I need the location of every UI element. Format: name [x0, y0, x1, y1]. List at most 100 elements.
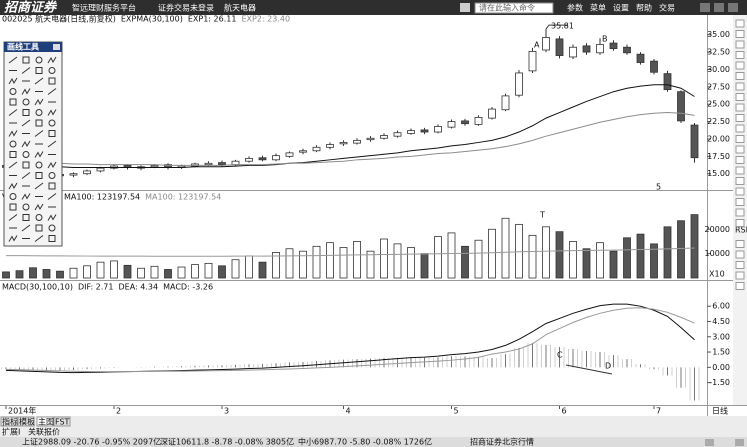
tool-icon[interactable]: [35, 172, 43, 179]
tool-icon[interactable]: [34, 203, 44, 211]
tool-icon[interactable]: [21, 172, 31, 179]
scroll-right[interactable]: [735, 439, 744, 446]
tool-icon[interactable]: [35, 67, 43, 74]
tab-label[interactable]: 模板: [19, 417, 35, 427]
sidebar-icon[interactable]: [735, 72, 745, 80]
menu-item[interactable]: 设置: [613, 3, 629, 13]
tool-icon[interactable]: [21, 119, 31, 127]
sidebar-icon[interactable]: [735, 61, 745, 70]
tab-label[interactable]: 指标: [2, 417, 18, 427]
sidebar-icon[interactable]: [735, 219, 745, 227]
tab-label[interactable]: 扩展Ⅰ: [2, 427, 20, 437]
tool-icon[interactable]: [8, 77, 18, 85]
tool-icon[interactable]: [22, 98, 30, 106]
tool-icon[interactable]: [22, 56, 30, 64]
sidebar-icon[interactable]: [735, 271, 745, 280]
tool-icon[interactable]: [35, 109, 43, 116]
tool-icon[interactable]: [8, 109, 18, 116]
tool-icon[interactable]: [48, 172, 56, 179]
tool-icon[interactable]: [21, 88, 31, 95]
menu-item[interactable]: 参数: [567, 3, 583, 13]
tool-icon[interactable]: [35, 56, 43, 64]
tool-icon[interactable]: [35, 214, 43, 221]
tool-icon[interactable]: [47, 161, 57, 169]
sidebar-icon[interactable]: [735, 145, 745, 154]
tool-icon[interactable]: [35, 161, 43, 169]
sidebar-icon[interactable]: [735, 261, 745, 269]
tab-label[interactable]: 关联报价: [28, 427, 60, 437]
sidebar-icon[interactable]: [735, 250, 745, 259]
tool-icon[interactable]: [21, 140, 31, 148]
sidebar-icon[interactable]: [735, 208, 745, 217]
tab[interactable]: [0, 416, 18, 427]
menu-item[interactable]: 交易: [659, 3, 675, 13]
tool-icon[interactable]: [34, 235, 44, 242]
tool-icon[interactable]: [9, 98, 17, 106]
tool-icon[interactable]: [8, 235, 18, 242]
tool-icon[interactable]: [9, 151, 17, 158]
sidebar-icon[interactable]: [735, 282, 745, 290]
tool-icon[interactable]: [21, 67, 31, 74]
tool-icon[interactable]: [9, 193, 17, 200]
sidebar-icon[interactable]: [735, 187, 745, 196]
tool-icon[interactable]: [21, 193, 31, 200]
tool-icon[interactable]: [8, 182, 18, 190]
tool-icon[interactable]: [47, 193, 57, 200]
sidebar-icon[interactable]: [735, 40, 745, 49]
tab[interactable]: [17, 416, 35, 427]
tool-icon[interactable]: [48, 235, 56, 242]
tab-label[interactable]: FST: [55, 418, 70, 427]
menu-item[interactable]: 菜单: [590, 3, 606, 13]
tool-icon[interactable]: [34, 98, 44, 106]
tool-icon[interactable]: [8, 130, 18, 137]
sidebar-icon[interactable]: [735, 177, 745, 185]
scroll-left[interactable]: [705, 439, 714, 446]
sidebar-icon[interactable]: [735, 135, 745, 143]
window-min[interactable]: [700, 3, 710, 12]
tool-icon[interactable]: [48, 224, 56, 232]
tool-icon[interactable]: [21, 224, 31, 232]
sidebar-icon[interactable]: [735, 19, 745, 28]
sidebar-icon[interactable]: [735, 240, 745, 248]
tab-label[interactable]: 主图: [38, 417, 54, 427]
sidebar-icon[interactable]: [735, 51, 745, 59]
sidebar-icon[interactable]: [735, 124, 745, 133]
sidebar-icon[interactable]: [735, 103, 745, 112]
tool-icon[interactable]: [47, 214, 57, 221]
window-close[interactable]: [728, 3, 738, 12]
tool-icon[interactable]: [47, 88, 57, 95]
sidebar-icon[interactable]: [735, 30, 745, 38]
tool-icon[interactable]: [48, 119, 56, 127]
tool-icon[interactable]: [34, 182, 44, 190]
tool-icon[interactable]: [8, 56, 18, 64]
sidebar-icon[interactable]: [735, 82, 745, 91]
tool-icon[interactable]: [8, 161, 18, 169]
tool-icon[interactable]: [35, 119, 43, 127]
toolbox-close[interactable]: [53, 44, 60, 50]
keyboard-icon[interactable]: [460, 3, 470, 12]
tool-icon[interactable]: [48, 130, 56, 137]
login-status[interactable]: 证券交易未登录: [158, 3, 214, 13]
search-box[interactable]: [474, 2, 554, 14]
tool-icon[interactable]: [22, 161, 30, 169]
tool-icon[interactable]: [22, 214, 30, 221]
tool-icon[interactable]: [34, 130, 44, 137]
sidebar-icon[interactable]: [735, 93, 745, 101]
sidebar-icon[interactable]: [735, 166, 745, 175]
tool-icon[interactable]: [9, 140, 17, 148]
tool-icon[interactable]: [22, 109, 30, 116]
tab[interactable]: [36, 416, 54, 427]
tool-icon[interactable]: [34, 151, 44, 158]
window-max[interactable]: [714, 3, 724, 12]
tab[interactable]: [53, 416, 71, 427]
tool-icon[interactable]: [35, 224, 43, 232]
tool-icon[interactable]: [9, 203, 17, 211]
tool-icon[interactable]: [8, 214, 18, 221]
tool-icon[interactable]: [22, 203, 30, 211]
tool-icon[interactable]: [22, 151, 30, 158]
tool-icon[interactable]: [48, 77, 56, 85]
sidebar-icon[interactable]: [735, 198, 745, 206]
sidebar-icon[interactable]: [735, 114, 745, 122]
sidebar-label[interactable]: RSI: [735, 226, 747, 235]
menu-item[interactable]: 帮助: [636, 3, 652, 13]
